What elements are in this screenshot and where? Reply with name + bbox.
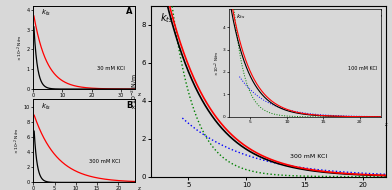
Text: $k_{ts}$: $k_{ts}$ <box>160 11 174 25</box>
Y-axis label: $\times\,10^{-2}$ N/m: $\times\,10^{-2}$ N/m <box>129 73 139 110</box>
Text: A: A <box>126 7 132 16</box>
Y-axis label: $\times\,10^{-2}$ N/m: $\times\,10^{-2}$ N/m <box>16 34 25 61</box>
Text: B: B <box>126 101 132 110</box>
Text: 300 mM KCl: 300 mM KCl <box>290 154 327 159</box>
Y-axis label: $\times\,10^{-2}$ N/m: $\times\,10^{-2}$ N/m <box>13 127 22 154</box>
Text: $k_{ts}$: $k_{ts}$ <box>42 101 52 112</box>
Text: z: z <box>137 186 140 190</box>
Text: $k_{ts}$: $k_{ts}$ <box>42 8 52 18</box>
Text: 30 mM KCl: 30 mM KCl <box>96 66 124 71</box>
Text: z: z <box>137 92 140 97</box>
Text: 300 mM KCl: 300 mM KCl <box>89 159 121 164</box>
Text: C: C <box>374 9 381 19</box>
